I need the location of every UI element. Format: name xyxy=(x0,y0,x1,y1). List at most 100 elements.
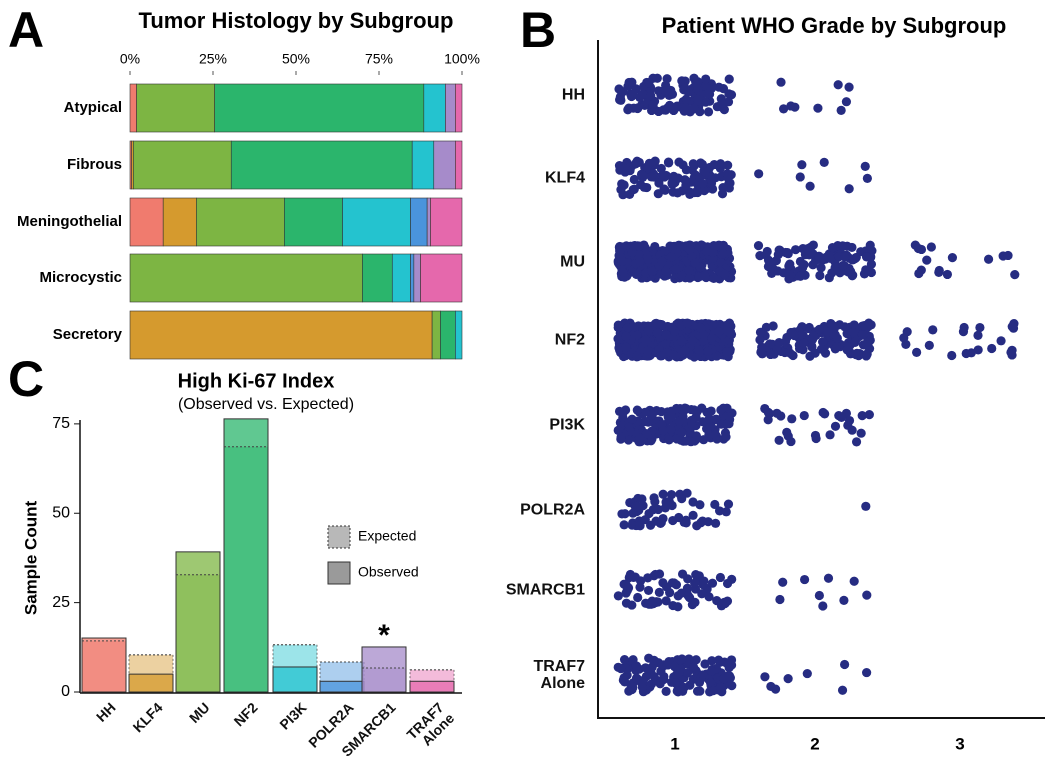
point xyxy=(685,245,695,255)
point xyxy=(714,327,724,337)
point xyxy=(722,578,733,589)
point xyxy=(983,254,994,264)
point xyxy=(862,349,872,359)
point xyxy=(849,576,859,586)
y-tick-label: 25 xyxy=(52,594,70,611)
point xyxy=(672,101,682,111)
point xyxy=(703,107,714,117)
point xyxy=(666,406,676,416)
point xyxy=(837,685,848,695)
point xyxy=(707,656,717,666)
legend-label: Expected xyxy=(358,528,416,544)
point xyxy=(689,103,699,114)
point xyxy=(704,592,714,602)
observed-bar xyxy=(81,637,127,693)
point xyxy=(647,596,657,606)
bar-segment xyxy=(410,253,415,303)
point xyxy=(829,323,840,333)
point xyxy=(621,342,631,352)
point xyxy=(705,677,716,688)
bar-segment xyxy=(413,253,421,303)
point xyxy=(942,269,953,280)
point xyxy=(687,420,697,430)
point xyxy=(1003,250,1013,261)
point xyxy=(785,348,795,358)
point xyxy=(644,78,654,88)
y-tick-label: HH xyxy=(561,86,585,104)
chart-title: High Ki-67 Index xyxy=(178,370,335,392)
point xyxy=(618,87,628,97)
point xyxy=(715,572,726,583)
bar-segment xyxy=(196,197,285,247)
point xyxy=(814,324,824,335)
point xyxy=(862,590,872,600)
point xyxy=(830,421,841,431)
point xyxy=(814,251,824,261)
point xyxy=(958,327,969,337)
point xyxy=(652,328,662,338)
point xyxy=(710,499,720,510)
point xyxy=(755,251,765,261)
point xyxy=(814,590,824,601)
point xyxy=(674,157,684,167)
bar-segment xyxy=(129,83,137,133)
bar-segment xyxy=(431,310,441,360)
bar-segment xyxy=(430,197,463,247)
y-tick-label: Microcystic xyxy=(39,269,122,286)
point xyxy=(628,508,638,518)
point xyxy=(659,674,669,685)
point xyxy=(791,245,801,255)
point xyxy=(699,336,709,346)
point xyxy=(833,80,843,90)
point xyxy=(641,416,651,427)
bar-segment xyxy=(420,253,463,303)
point xyxy=(623,583,634,593)
point xyxy=(666,252,676,262)
point xyxy=(799,410,809,421)
bar-segment xyxy=(129,310,433,360)
observed-bar xyxy=(272,666,318,693)
point xyxy=(847,425,857,435)
point xyxy=(667,322,677,332)
point xyxy=(691,431,701,441)
x-tick-label: 0% xyxy=(120,51,140,67)
point xyxy=(810,430,821,441)
point xyxy=(813,103,823,113)
point xyxy=(928,325,938,335)
bar-segment xyxy=(423,83,446,133)
point xyxy=(860,161,870,171)
point xyxy=(665,241,675,251)
point xyxy=(693,94,703,104)
point xyxy=(934,265,944,276)
point xyxy=(617,256,627,266)
point xyxy=(665,588,675,598)
point xyxy=(640,407,650,417)
point xyxy=(649,671,659,682)
point xyxy=(628,572,638,582)
point xyxy=(624,103,634,113)
point xyxy=(711,414,721,424)
point xyxy=(802,668,812,679)
point xyxy=(856,428,866,438)
point xyxy=(635,433,645,443)
point xyxy=(628,322,639,332)
point xyxy=(912,347,922,357)
point xyxy=(820,348,831,358)
point xyxy=(724,662,734,673)
point xyxy=(691,77,701,88)
point xyxy=(616,432,626,442)
point xyxy=(702,89,712,99)
point xyxy=(717,189,728,199)
point xyxy=(632,156,642,166)
bar-segment xyxy=(455,83,463,133)
point xyxy=(975,322,985,333)
point xyxy=(627,414,637,424)
annotation: * xyxy=(378,619,390,652)
point xyxy=(635,582,645,592)
point xyxy=(1007,350,1017,360)
point xyxy=(684,266,694,276)
point xyxy=(818,407,828,418)
y-tick-label: 50 xyxy=(52,504,70,521)
